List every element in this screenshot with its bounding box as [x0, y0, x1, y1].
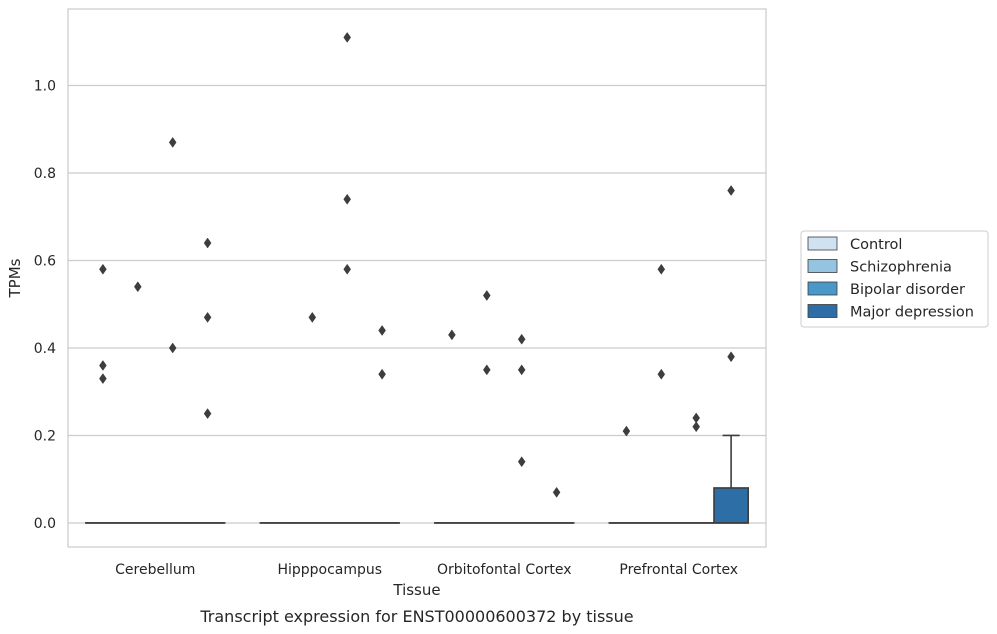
- x-tick-label: Hipppocampus: [277, 562, 382, 578]
- outlier-point: [622, 425, 631, 437]
- y-tick-labels: 0.0 0.2 0.4 0.6 0.8 1.0: [34, 79, 56, 532]
- outlier-point: [657, 368, 666, 380]
- outlier-point: [482, 290, 491, 301]
- legend-swatch: [807, 281, 838, 296]
- outlier-point: [203, 311, 212, 323]
- plot-frame: [67, 8, 767, 548]
- outlier-point: [657, 263, 666, 275]
- legend-label: Control: [850, 237, 902, 253]
- y-tick-label: 0.0: [34, 516, 56, 532]
- y-tick-label: 1.0: [34, 79, 56, 95]
- outlier-point: [378, 325, 386, 336]
- box-body: [713, 487, 750, 524]
- y-axis-label: TPMs: [6, 258, 24, 298]
- legend-swatch: [807, 304, 838, 318]
- legend-label: Bipolar disorder: [850, 282, 965, 298]
- x-axis-label: Tissue: [392, 581, 440, 599]
- y-tick-label: 0.4: [34, 341, 56, 357]
- outlier-point: [482, 364, 491, 376]
- outlier-point: [727, 185, 735, 196]
- outlier-point: [99, 263, 107, 275]
- outlier-point: [343, 263, 352, 275]
- outlier-point: [133, 281, 142, 293]
- legend-swatch: [807, 259, 838, 273]
- y-tick-label: 0.8: [34, 166, 56, 182]
- outlier-point: [99, 373, 107, 385]
- outlier-point: [168, 342, 177, 354]
- outlier-point: [517, 333, 526, 345]
- outlier-point: [517, 456, 526, 468]
- x-tick-label: Prefrontal Cortex: [619, 562, 738, 578]
- outlier-point: [203, 408, 212, 420]
- x-tick-label: Orbitofontal Cortex: [437, 562, 572, 578]
- outlier-point: [343, 193, 352, 205]
- outlier-point: [552, 486, 561, 498]
- outlier-point: [378, 368, 386, 380]
- outlier-point: [168, 136, 177, 148]
- legend-frame: [800, 230, 989, 328]
- outlier-point: [99, 360, 107, 371]
- outlier-point: [203, 237, 212, 249]
- y-tick-label: 0.2: [34, 428, 56, 444]
- x-tick-labels: Cerebellum Hipppocampus Orbitofontal Corte…: [115, 562, 738, 578]
- outlier-point: [517, 364, 526, 376]
- x-tick-label: Cerebellum: [115, 562, 195, 578]
- box-3-3: [713, 434, 750, 524]
- legend-label: Schizophrenia: [850, 260, 952, 276]
- boxes-layer: [84, 434, 750, 524]
- plot-background: [68, 9, 766, 547]
- outlier-point: [692, 421, 701, 433]
- outlier-point: [448, 329, 456, 341]
- outlier-point: [308, 311, 317, 323]
- outlier-point: [343, 31, 352, 43]
- y-tick-label: 0.6: [34, 254, 56, 270]
- chart-caption: Transcript expression for ENST0000060037…: [199, 607, 633, 626]
- legend-swatch: [807, 236, 838, 251]
- legend-label: Major depression: [850, 305, 974, 321]
- legend: Control Schizophrenia Bipolar disorder Majo…: [800, 230, 989, 328]
- outlier-point: [727, 351, 735, 363]
- outliers-layer: [99, 31, 735, 498]
